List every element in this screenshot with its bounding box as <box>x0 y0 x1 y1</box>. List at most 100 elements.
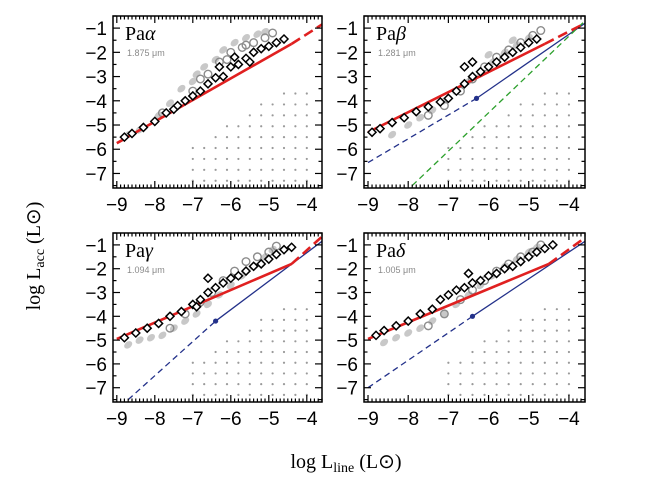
grid-dot <box>567 103 571 106</box>
grid-dot <box>271 103 274 106</box>
grid-dot <box>294 383 297 386</box>
grid-dot <box>237 179 240 182</box>
grid-dot <box>519 329 522 332</box>
x-axis-label-main: log L <box>290 451 333 473</box>
data-point-diamond <box>119 332 130 343</box>
grid-dot <box>555 308 558 311</box>
dot-grid <box>447 308 571 396</box>
y-tick-label: −7 <box>85 164 107 185</box>
data-point-gray <box>219 46 228 54</box>
data-point-gray <box>211 55 220 64</box>
grid-dot <box>567 168 571 171</box>
grid-dot <box>294 361 297 364</box>
y-tick-label: −4 <box>336 92 358 113</box>
grid-dot <box>260 361 263 364</box>
grid-dot <box>282 308 286 311</box>
y-tick-label: −6 <box>85 355 107 376</box>
data-point-diamond <box>531 246 542 258</box>
grid-dot <box>271 168 274 171</box>
grid-dot <box>459 157 462 161</box>
panel-title-greek: δ <box>396 240 406 262</box>
grid-dot <box>483 136 486 139</box>
data-point-gray <box>188 77 197 86</box>
grid-dot <box>203 383 206 386</box>
grid-dot <box>507 136 510 139</box>
grid-dot <box>260 340 263 343</box>
grid-dot <box>567 318 571 321</box>
relation-marker <box>473 95 480 101</box>
grid-dot <box>507 372 510 375</box>
x-axis-label-unit: (L <box>359 451 378 473</box>
grid-dot <box>567 114 571 117</box>
grid-dot <box>237 136 240 139</box>
grid-dot <box>260 329 263 332</box>
grid-dot <box>248 329 251 332</box>
y-tick-label: −1 <box>85 19 107 40</box>
data-point-circle <box>249 38 259 48</box>
grid-dot <box>248 125 251 128</box>
data-point-gray <box>404 329 413 337</box>
grid-dot <box>282 179 286 182</box>
grid-dot <box>555 125 558 128</box>
grid-dot <box>248 383 251 386</box>
grid-dot <box>237 146 240 150</box>
data-point-diamond <box>515 42 526 53</box>
data-point-diamond <box>531 33 542 45</box>
x-tick-label: −7 <box>182 409 204 430</box>
fit-line-red-dashed <box>290 235 322 265</box>
data-point-gray <box>416 113 425 122</box>
grid-dot <box>271 329 274 332</box>
grid-dot <box>519 340 522 343</box>
grid-dot <box>459 146 462 150</box>
grid-dot <box>555 361 558 364</box>
data-point-gray <box>124 341 133 349</box>
grid-dot <box>507 114 510 117</box>
grid-dot <box>260 168 263 171</box>
data-point-diamond <box>483 270 494 281</box>
x-tick-label: −8 <box>144 195 166 216</box>
grid-dot <box>519 179 522 182</box>
grid-dot <box>294 125 297 128</box>
relation-marker <box>469 313 476 319</box>
x-tick-label: −6 <box>220 195 242 216</box>
grid-dot <box>519 103 522 106</box>
y-axis-label-sub: acc <box>33 249 48 268</box>
data-point-diamond <box>225 61 236 72</box>
grid-dot <box>225 372 229 375</box>
y-tick-label: −2 <box>85 43 107 64</box>
grid-dot <box>555 383 558 386</box>
x-tick-label: −6 <box>478 195 500 216</box>
panel-title-greek: β <box>395 23 406 45</box>
x-tick-label: −8 <box>144 409 166 430</box>
grid-dot <box>305 157 308 161</box>
grid-dot <box>543 146 546 150</box>
grid-dot <box>471 179 474 182</box>
data-point-circle <box>252 252 262 262</box>
panel-title-name: Pa <box>376 240 396 262</box>
grid-dot <box>271 146 274 150</box>
fit-line-red-dashed <box>290 23 322 45</box>
grid-dot <box>519 318 522 321</box>
grid-dot <box>282 136 286 139</box>
data-point-diamond <box>467 71 478 82</box>
grid-dot <box>282 168 286 171</box>
y-tick-label: −5 <box>85 116 107 137</box>
data-point-diamond <box>523 251 534 262</box>
data-point-diamond <box>387 117 398 128</box>
x-tick-label: −7 <box>438 195 460 216</box>
panel-title-name: Pa <box>376 23 396 45</box>
grid-dot <box>531 329 534 332</box>
grid-dot <box>248 340 251 343</box>
dot-grid <box>447 92 571 182</box>
grid-dot <box>271 179 274 182</box>
grid-dot <box>471 361 474 364</box>
grid-dot <box>248 114 251 117</box>
y-tick-label: −1 <box>336 236 358 257</box>
data-point-diamond <box>161 107 172 118</box>
data-point-gray <box>192 310 201 318</box>
grid-dot <box>459 168 462 171</box>
grid-dot <box>567 146 571 150</box>
grid-dot <box>282 361 286 364</box>
data-point-circle <box>423 321 433 331</box>
data-point-diamond <box>153 318 164 329</box>
